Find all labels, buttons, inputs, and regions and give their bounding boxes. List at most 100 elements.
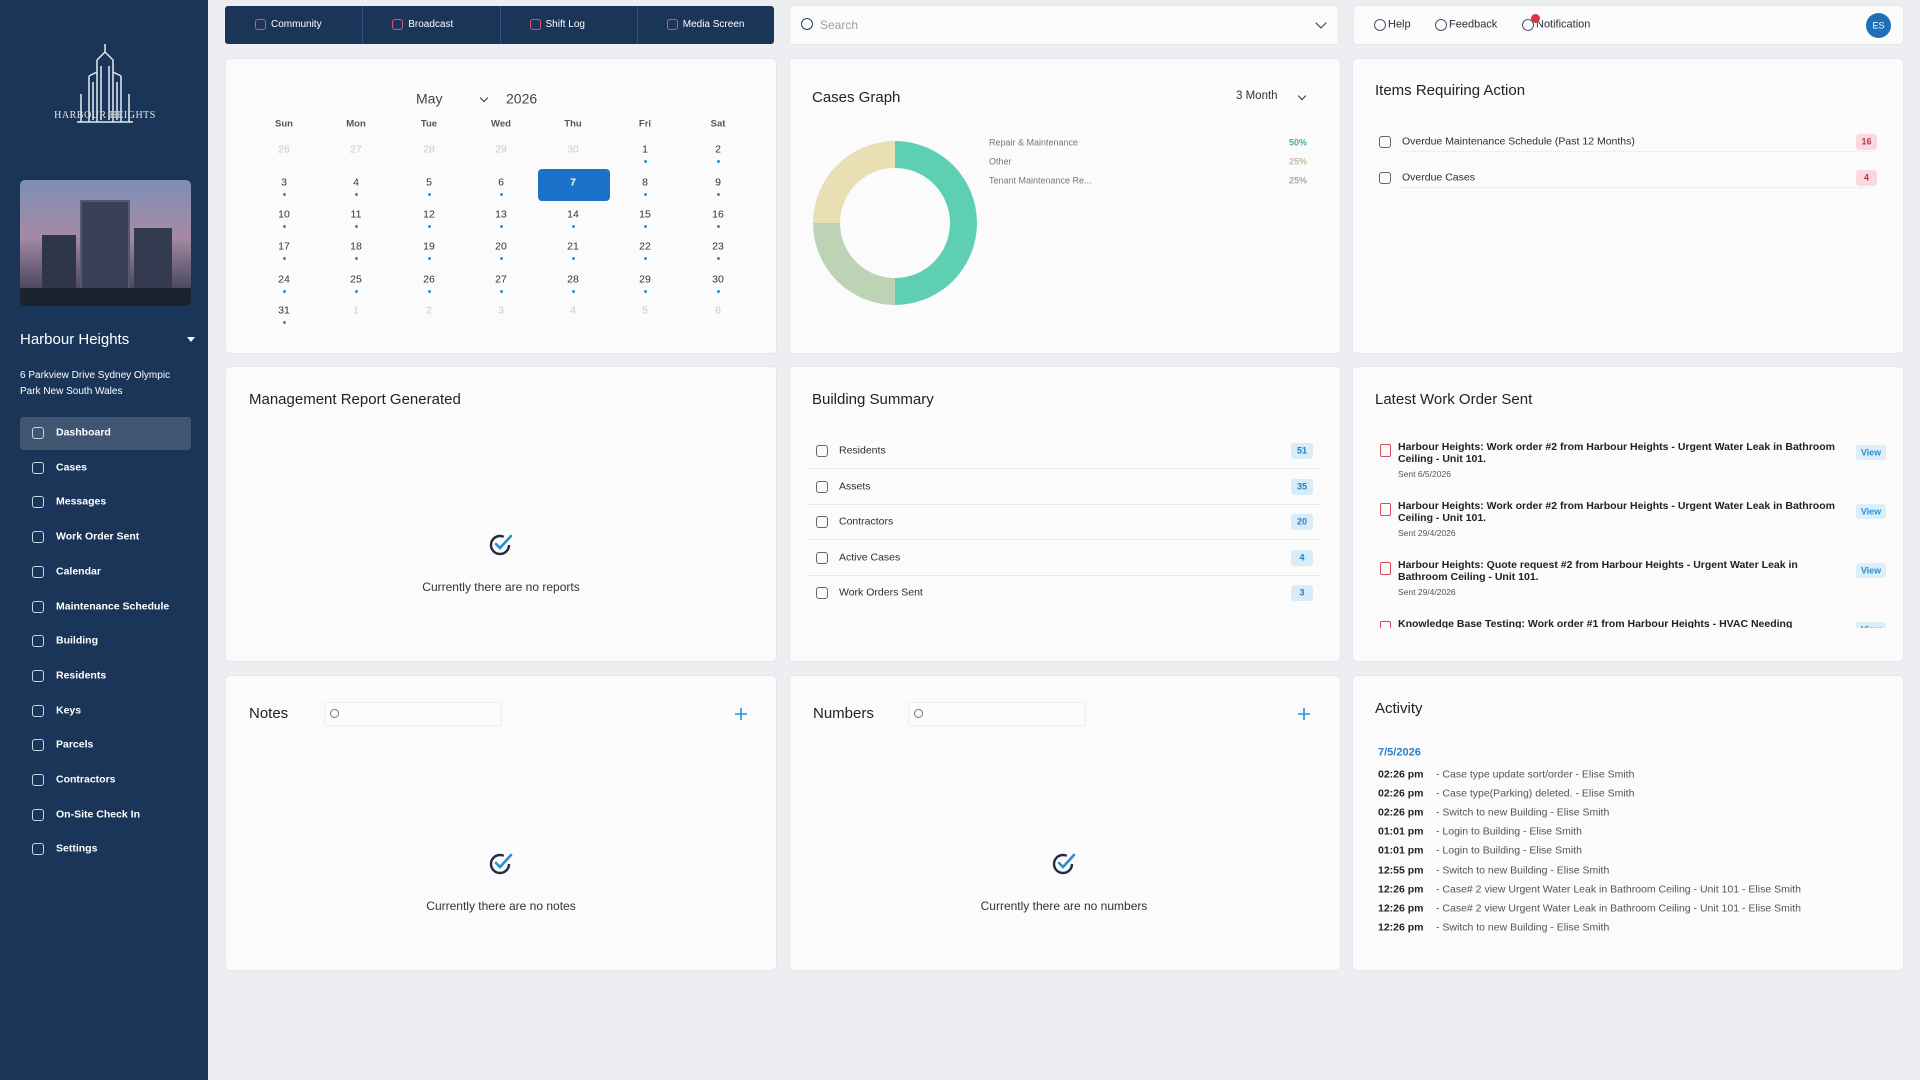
building-dropdown-caret[interactable] xyxy=(186,336,196,344)
menu-item[interactable] xyxy=(20,416,191,450)
work-order-title[interactable]: Harbour Heights: Quote request #2 from H… xyxy=(1398,559,1798,583)
summary-label[interactable]: Residents xyxy=(839,444,886,457)
calendar-month[interactable]: May xyxy=(416,90,443,107)
menu-item[interactable] xyxy=(20,729,191,762)
calendar-day[interactable]: 17 xyxy=(278,240,290,253)
calendar-day[interactable]: 21 xyxy=(567,240,579,253)
calendar-day[interactable]: 30 xyxy=(567,143,579,156)
calendar-day[interactable]: 18 xyxy=(350,240,362,253)
calendar-day[interactable]: 22 xyxy=(639,240,651,253)
menu-label[interactable]: Cases xyxy=(56,461,87,474)
nav-label[interactable]: Community xyxy=(271,19,322,30)
calendar-day[interactable]: 9 xyxy=(715,176,721,189)
menu-label[interactable]: Residents xyxy=(56,669,107,682)
calendar-day[interactable]: 29 xyxy=(639,273,651,286)
view-button[interactable] xyxy=(1856,563,1886,578)
nav-label[interactable]: Media Screen xyxy=(682,19,745,30)
search-input[interactable] xyxy=(908,702,1086,726)
view-button[interactable] xyxy=(1856,445,1886,460)
menu-label[interactable]: Keys xyxy=(56,704,82,717)
selected-day[interactable] xyxy=(538,169,610,201)
menu-label[interactable]: Maintenance Schedule xyxy=(56,600,170,613)
view-button-label[interactable]: View xyxy=(1860,565,1882,576)
menu-label[interactable]: Settings xyxy=(56,843,98,856)
calendar-day[interactable]: 16 xyxy=(712,208,724,221)
nav-label[interactable]: Broadcast xyxy=(408,19,454,30)
view-button[interactable] xyxy=(1856,622,1886,628)
calendar-day[interactable]: 24 xyxy=(278,273,290,286)
view-button-label[interactable]: View xyxy=(1860,447,1882,458)
action-item-label[interactable]: Overdue Maintenance Schedule (Past 12 Mo… xyxy=(1402,135,1635,148)
calendar-day[interactable]: 31 xyxy=(278,304,290,317)
calendar-day[interactable]: 8 xyxy=(642,176,648,189)
add-button[interactable] xyxy=(733,706,749,722)
calendar-day[interactable]: 25 xyxy=(350,273,362,286)
calendar-day[interactable]: 7 xyxy=(570,176,576,189)
calendar-day[interactable]: 3 xyxy=(498,304,504,317)
calendar-day[interactable]: 2 xyxy=(426,304,432,317)
menu-item[interactable] xyxy=(20,694,191,727)
summary-label[interactable]: Active Cases xyxy=(839,551,901,564)
header-action[interactable]: Help xyxy=(1388,18,1411,31)
search-box[interactable] xyxy=(790,6,1338,44)
calendar-day[interactable]: 6 xyxy=(715,304,721,317)
calendar-day[interactable]: 3 xyxy=(281,176,287,189)
menu-item[interactable] xyxy=(20,625,191,658)
calendar-day[interactable]: 12 xyxy=(423,208,435,221)
calendar-day[interactable]: 5 xyxy=(642,304,648,317)
calendar-day[interactable]: 23 xyxy=(712,240,724,253)
calendar-day[interactable]: 4 xyxy=(353,176,359,189)
summary-label[interactable]: Contractors xyxy=(839,515,894,528)
calendar-day[interactable]: 28 xyxy=(423,143,435,156)
calendar-day[interactable]: 6 xyxy=(498,176,504,189)
header-action[interactable]: Notification xyxy=(1536,18,1591,31)
search-input[interactable] xyxy=(324,702,502,726)
work-order-title[interactable]: Harbour Heights: Work order #2 from Harb… xyxy=(1398,441,1835,465)
calendar-day[interactable]: 28 xyxy=(567,273,579,286)
calendar-day[interactable]: 5 xyxy=(426,176,432,189)
calendar-day[interactable]: 11 xyxy=(350,208,362,221)
calendar-day[interactable]: 14 xyxy=(567,208,579,221)
calendar-day[interactable]: 29 xyxy=(495,143,507,156)
action-item-label[interactable]: Overdue Cases xyxy=(1402,171,1475,184)
nav-label[interactable]: Shift Log xyxy=(545,19,585,30)
menu-item[interactable] xyxy=(20,555,191,588)
calendar-day[interactable]: 27 xyxy=(350,143,362,156)
user-initials[interactable]: ES xyxy=(1872,20,1885,31)
view-button[interactable] xyxy=(1856,504,1886,519)
calendar-day[interactable]: 26 xyxy=(278,143,290,156)
menu-label[interactable]: Parcels xyxy=(56,739,94,751)
view-button-label[interactable]: View xyxy=(1861,624,1881,628)
menu-label[interactable]: On-Site Check In xyxy=(56,808,141,821)
summary-label[interactable]: Assets xyxy=(839,480,871,493)
work-order-title[interactable]: Knowledge Base Testing: Work order #1 fr… xyxy=(1398,618,1793,628)
calendar-day[interactable]: 30 xyxy=(712,273,724,286)
add-button[interactable] xyxy=(1296,706,1312,722)
menu-item[interactable] xyxy=(20,833,191,866)
calendar-day[interactable]: 13 xyxy=(495,208,507,221)
user-avatar[interactable] xyxy=(1866,13,1891,38)
calendar-day[interactable]: 10 xyxy=(278,208,290,221)
calendar-day[interactable]: 15 xyxy=(639,208,651,221)
view-button-label[interactable]: View xyxy=(1860,506,1882,517)
building-name[interactable]: Harbour Heights xyxy=(20,331,130,348)
menu-label[interactable]: Messages xyxy=(56,496,107,509)
menu-label[interactable]: Calendar xyxy=(56,565,101,578)
calendar-day[interactable]: 26 xyxy=(423,273,435,286)
calendar-day[interactable]: 1 xyxy=(353,304,359,317)
header-action[interactable]: Feedback xyxy=(1449,18,1498,31)
menu-item[interactable] xyxy=(20,451,191,484)
summary-label[interactable]: Work Orders Sent xyxy=(839,586,923,599)
calendar-day[interactable]: 1 xyxy=(642,143,648,156)
menu-label[interactable]: Building xyxy=(56,634,98,647)
calendar-day[interactable]: 20 xyxy=(495,240,507,253)
menu-label[interactable]: Work Order Sent xyxy=(56,530,140,543)
calendar-day[interactable]: 2 xyxy=(715,143,721,156)
calendar-day[interactable]: 27 xyxy=(495,273,507,286)
calendar-day[interactable]: 19 xyxy=(423,240,435,253)
menu-label[interactable]: Contractors xyxy=(56,773,116,786)
menu-label[interactable]: Dashboard xyxy=(56,426,111,439)
work-order-title[interactable]: Harbour Heights: Work order #2 from Harb… xyxy=(1398,500,1835,524)
calendar-day[interactable]: 4 xyxy=(570,304,576,317)
period-select[interactable]: 3 Month xyxy=(1236,90,1278,103)
